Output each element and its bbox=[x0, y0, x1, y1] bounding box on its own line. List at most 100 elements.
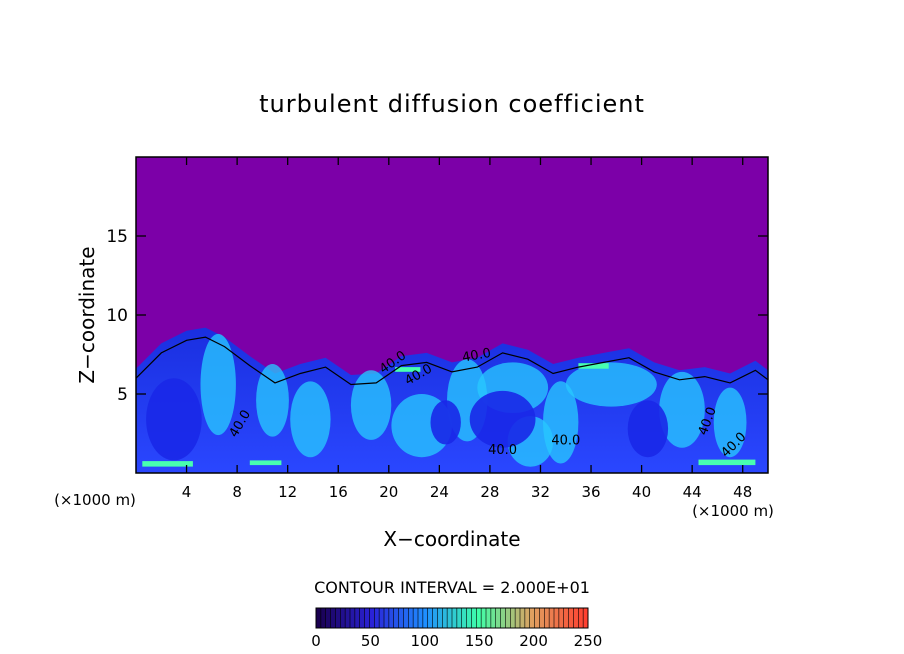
colorbar-swatch bbox=[481, 608, 487, 628]
colorbar-swatch bbox=[466, 608, 472, 628]
colorbar-swatch bbox=[316, 608, 322, 628]
colorbar-swatch bbox=[350, 608, 356, 628]
x-tick-label: 32 bbox=[531, 483, 550, 501]
colorbar-swatch bbox=[447, 608, 453, 628]
colorbar-swatch bbox=[495, 608, 501, 628]
y-tick-label: 15 bbox=[106, 227, 128, 247]
colorbar-swatch bbox=[403, 608, 409, 628]
x-tick-label: 48 bbox=[733, 483, 752, 501]
colorbar-swatch bbox=[549, 608, 555, 628]
contour-line-top bbox=[136, 336, 768, 386]
colorbar-swatch bbox=[413, 608, 419, 628]
eddy-core-4 bbox=[627, 400, 669, 458]
y-axis: 5 10 15 bbox=[106, 227, 768, 405]
colorbar-swatch bbox=[335, 608, 341, 628]
colorbar-swatch bbox=[524, 608, 531, 628]
colorbar-swatch bbox=[476, 608, 482, 628]
colorbar-tick-label: 50 bbox=[361, 632, 380, 650]
contour-label-5: 40.0 bbox=[551, 434, 580, 449]
x-tick-label: 28 bbox=[480, 483, 499, 501]
contour-label-4: 40.0 bbox=[488, 443, 517, 458]
colorbar-swatch bbox=[359, 608, 365, 628]
field-layer bbox=[136, 327, 768, 473]
high-value-strip-2 bbox=[249, 460, 282, 466]
colorbar-swatch bbox=[563, 608, 569, 628]
high-value-strip-3 bbox=[698, 459, 756, 466]
x-unit-label-right: (×1000 m) bbox=[692, 502, 774, 520]
colorbar-tick-label: 150 bbox=[465, 632, 494, 650]
colorbar-ticks: 0 50 100 150 200 250 bbox=[311, 632, 602, 650]
colorbar-swatch bbox=[583, 608, 589, 628]
colorbar-swatch bbox=[471, 608, 477, 628]
colorbar-swatch bbox=[325, 608, 331, 628]
high-value-strip-1 bbox=[142, 461, 193, 467]
colorbar-swatch bbox=[486, 608, 492, 628]
colorbar-swatch bbox=[437, 608, 443, 628]
plot-area: 40.040.040.040.040.040.040.040.0 bbox=[136, 157, 768, 473]
colorbar-swatch bbox=[364, 608, 370, 628]
colorbar-swatch bbox=[340, 608, 346, 628]
colorbar-swatch bbox=[558, 608, 565, 628]
colorbar-swatch bbox=[544, 608, 550, 628]
colorbar-swatch bbox=[452, 608, 458, 628]
colorbar-swatch bbox=[510, 608, 516, 628]
y-tick-label: 10 bbox=[106, 306, 128, 326]
colorbar-swatch bbox=[442, 608, 448, 628]
x-tick-label: 24 bbox=[430, 483, 449, 501]
high-value-strip-4 bbox=[578, 363, 609, 369]
colorbar-swatch bbox=[490, 608, 497, 628]
x-tick-label: 8 bbox=[232, 483, 242, 501]
colorbar-frame bbox=[315, 607, 589, 629]
colorbar-swatch bbox=[320, 608, 327, 628]
plume-1 bbox=[200, 333, 236, 436]
colorbar-swatch bbox=[354, 608, 361, 628]
colorbar-swatch bbox=[520, 608, 526, 628]
x-tick-label: 12 bbox=[278, 483, 297, 501]
x-tick-label: 16 bbox=[329, 483, 348, 501]
x-tick-label: 36 bbox=[581, 483, 600, 501]
colorbar-swatch bbox=[505, 608, 511, 628]
eddy-core-2 bbox=[430, 400, 461, 445]
colorbar-swatch bbox=[384, 608, 390, 628]
plume-10 bbox=[659, 371, 705, 448]
colorbar-swatch bbox=[374, 608, 380, 628]
colorbar-swatch bbox=[398, 608, 404, 628]
colorbar-tick-label: 200 bbox=[519, 632, 548, 650]
x-axis: 4 8 12 16 20 24 28 32 36 40 44 48 bbox=[182, 157, 752, 501]
plume-4 bbox=[350, 370, 392, 440]
colorbar-swatch bbox=[573, 608, 579, 628]
chart-title: turbulent diffusion coefficient bbox=[259, 90, 645, 118]
colorbar-swatch bbox=[408, 608, 414, 628]
colorbar-swatch bbox=[515, 608, 521, 628]
y-tick-label: 5 bbox=[117, 385, 128, 405]
colorbar-swatch bbox=[418, 608, 424, 628]
contour-interval-text: CONTOUR INTERVAL = 2.000E+01 bbox=[314, 578, 590, 597]
plume-11 bbox=[713, 387, 747, 458]
colorbar-swatch bbox=[379, 608, 385, 628]
y-axis-label: Z−coordinate bbox=[75, 246, 99, 383]
colorbar-swatch bbox=[461, 608, 467, 628]
colorbar-swatch bbox=[554, 608, 560, 628]
colorbar-swatch bbox=[568, 608, 574, 628]
colorbar-swatch bbox=[529, 608, 535, 628]
colorbar-swatch bbox=[345, 608, 351, 628]
x-unit-label-left: (×1000 m) bbox=[54, 491, 136, 509]
x-tick-label: 40 bbox=[632, 483, 651, 501]
colorbar-swatch bbox=[369, 608, 375, 628]
colorbar-swatch bbox=[422, 608, 429, 628]
colorbar-swatch bbox=[534, 608, 540, 628]
colorbar-swatch bbox=[432, 608, 438, 628]
x-tick-label: 44 bbox=[683, 483, 702, 501]
colorbar-swatch bbox=[388, 608, 395, 628]
x-tick-label: 4 bbox=[182, 483, 192, 501]
high-value-strip-5 bbox=[395, 367, 421, 372]
x-tick-label: 20 bbox=[379, 483, 398, 501]
colorbar bbox=[315, 607, 589, 629]
plume-2 bbox=[256, 364, 289, 437]
x-axis-label: X−coordinate bbox=[383, 527, 520, 551]
contour-label-3: 40.0 bbox=[461, 346, 492, 366]
colorbar-swatch bbox=[427, 608, 433, 628]
plume-9 bbox=[565, 362, 657, 407]
colorbar-swatch bbox=[330, 608, 336, 628]
